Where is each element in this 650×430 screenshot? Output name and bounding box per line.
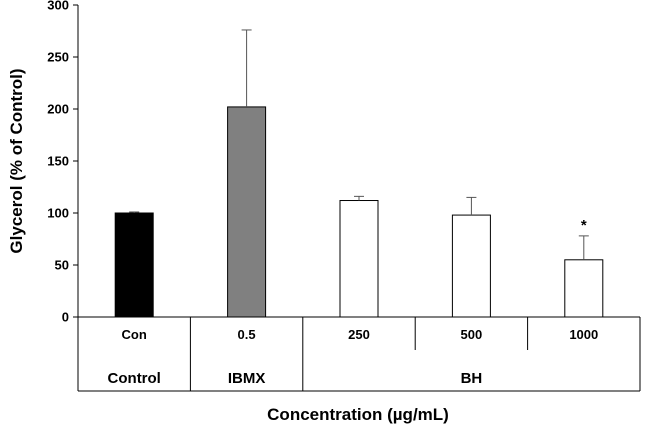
significance-star: * [581, 217, 587, 234]
error-bars [129, 29, 589, 260]
y-tick-label: 200 [47, 102, 69, 117]
y-tick-label: 0 [62, 310, 69, 325]
y-axis-ticks: 0 50 100 150 200 250 300 [47, 0, 78, 325]
category-labels: Con 0.5 250 500 1000 [122, 327, 599, 342]
category-label: 250 [348, 327, 370, 342]
y-tick-label: 100 [47, 206, 69, 221]
y-axis-title: Glycerol (% of Control) [7, 68, 26, 253]
group-label: Control [108, 370, 161, 387]
category-label: Con [122, 327, 147, 342]
y-tick-label: 50 [55, 258, 69, 273]
significance-markers: * [581, 217, 587, 234]
y-tick-label: 150 [47, 154, 69, 169]
group-labels: Control IBMX BH [108, 370, 483, 387]
bar-250 [339, 200, 379, 318]
category-label: 0.5 [238, 327, 256, 342]
y-tick-label: 250 [47, 50, 69, 65]
group-label: BH [461, 370, 483, 387]
bar-500 [451, 214, 491, 318]
bar-1000 [564, 259, 604, 318]
y-tick-label: 300 [47, 0, 69, 13]
category-label: 1000 [569, 327, 598, 342]
bar-Con [114, 212, 154, 318]
bars [114, 106, 604, 318]
category-table [77, 317, 641, 392]
x-axis-title: Concentration (µg/mL) [267, 405, 449, 424]
category-label: 500 [461, 327, 483, 342]
bar-0.5 [227, 106, 267, 318]
group-label: IBMX [228, 370, 266, 387]
